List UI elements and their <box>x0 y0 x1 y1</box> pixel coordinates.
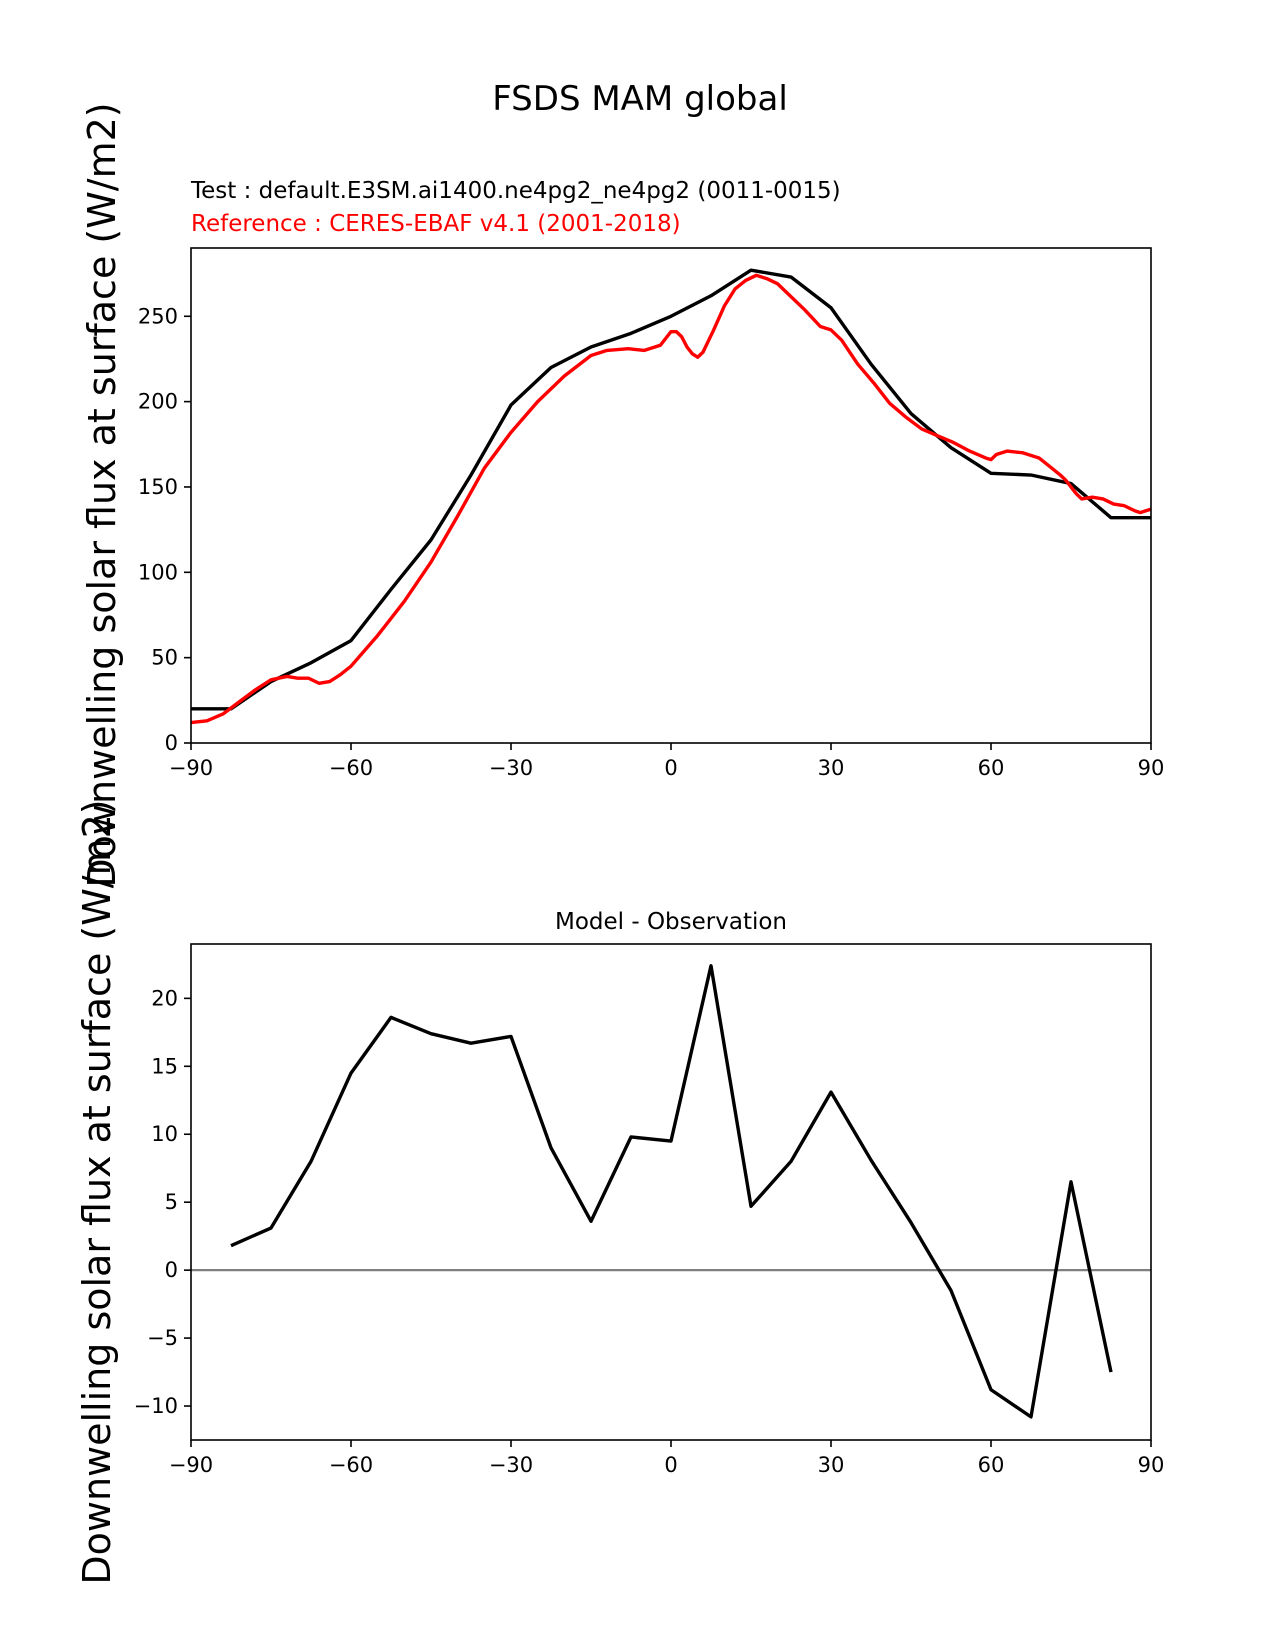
top-series-line-0 <box>191 268 1151 711</box>
bottom-y-tick-label: −5 <box>147 1326 178 1350</box>
difference-title: Model - Observation <box>555 909 787 935</box>
figure-title: FSDS MAM global <box>492 79 788 119</box>
bottom-x-ticks: −90 −60 −30 0 30 60 90 <box>169 1440 1165 1477</box>
bottom-y-tick-label: 15 <box>151 1054 178 1078</box>
bottom-x-tick-label: 60 <box>978 1453 1005 1477</box>
top-x-tick-label: 0 <box>664 756 677 780</box>
bottom-y-tick-label: 5 <box>165 1190 178 1214</box>
bottom-y-tick-label: 0 <box>165 1258 178 1282</box>
top-series-line-1 <box>190 273 1152 725</box>
top-panel: Test : default.E3SM.ai1400.ne4pg2_ne4pg2… <box>80 102 1164 887</box>
bottom-x-tick-label: −60 <box>329 1453 373 1477</box>
bottom-series-group <box>230 964 1113 1419</box>
bottom-y-tick-label: 10 <box>151 1122 178 1146</box>
top-x-tick-label: 90 <box>1138 756 1165 780</box>
bottom-x-tick-label: 90 <box>1138 1453 1165 1477</box>
top-x-tick-label: −30 <box>489 756 533 780</box>
reference-label: Reference : CERES-EBAF v4.1 (2001-2018) <box>191 211 681 237</box>
bottom-series-line-0 <box>230 964 1113 1419</box>
top-x-tick-label: 60 <box>978 756 1005 780</box>
top-axes-frame <box>190 247 1152 744</box>
bottom-panel: Model - Observation −90 −60 −30 0 30 60 90 −10… <box>75 799 1164 1584</box>
top-x-tick-label: −60 <box>329 756 373 780</box>
top-y-tick-label: 150 <box>138 475 178 499</box>
bottom-x-tick-label: 30 <box>818 1453 845 1477</box>
bottom-y-ticks: −10 −5 0 5 10 15 20 <box>134 986 191 1418</box>
bottom-axes-frame <box>190 943 1152 1441</box>
bottom-y-axis-label: Downwelling solar flux at surface (W/m2) <box>75 799 119 1584</box>
top-y-axis-label: Downwelling solar flux at surface (W/m2) <box>80 102 124 887</box>
top-x-ticks: −90 −60 −30 0 30 60 90 <box>169 743 1165 780</box>
bottom-y-tick-label: −10 <box>134 1394 178 1418</box>
top-x-tick-label: 30 <box>818 756 845 780</box>
bottom-x-tick-label: −30 <box>489 1453 533 1477</box>
top-y-tick-label: 50 <box>151 646 178 670</box>
bottom-x-tick-label: −90 <box>169 1453 213 1477</box>
top-x-tick-label: −90 <box>169 756 213 780</box>
top-y-tick-label: 200 <box>138 390 178 414</box>
top-y-tick-label: 100 <box>138 560 178 584</box>
bottom-x-tick-label: 0 <box>664 1453 677 1477</box>
top-y-tick-label: 250 <box>138 304 178 328</box>
top-y-ticks: 0 50 100 150 200 250 <box>138 304 191 755</box>
top-series-group <box>190 268 1152 725</box>
bottom-y-tick-label: 20 <box>151 986 178 1010</box>
top-y-tick-label: 0 <box>165 731 178 755</box>
test-label: Test : default.E3SM.ai1400.ne4pg2_ne4pg2… <box>190 178 841 204</box>
